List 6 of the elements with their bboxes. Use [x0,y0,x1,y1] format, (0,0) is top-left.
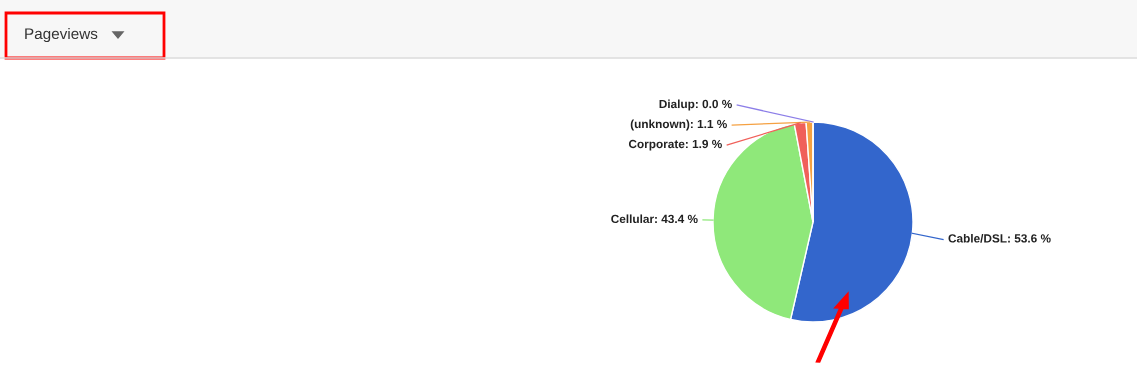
text: Pageviews [25,27,98,43]
slice-label: Corporate: 1.9 % [628,139,722,151]
category-label: Dialup: 0.0 % [659,99,732,111]
slice-label: Cellular: 43.4 % [611,214,698,224]
slice-label: Cable/DSL: 53.6 % [948,233,1051,243]
slice-label: (unknown): 1.1 % [630,119,727,131]
